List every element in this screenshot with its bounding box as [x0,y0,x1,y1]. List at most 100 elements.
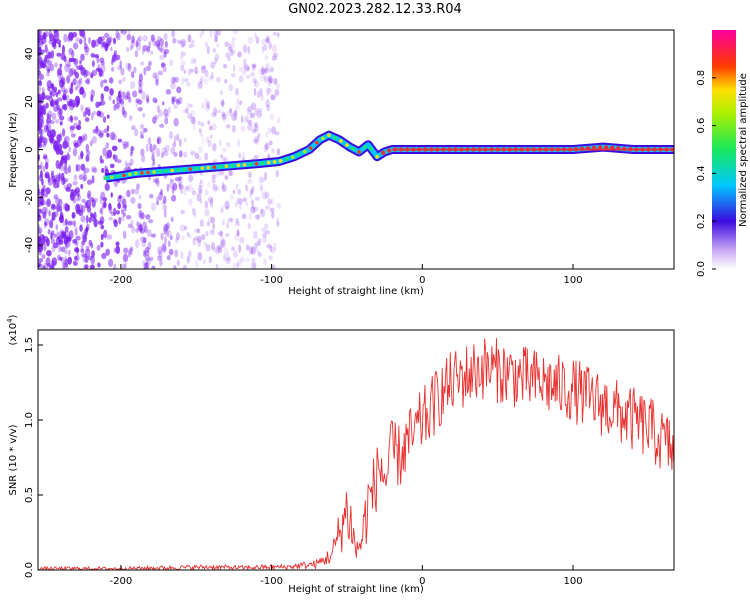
noise-point [242,197,248,203]
noise-point [66,153,71,161]
noise-point [83,264,87,269]
noise-point [85,106,91,112]
noise-point [159,259,163,267]
noise-point [121,106,125,116]
noise-point [57,143,63,152]
noise-point [270,197,274,206]
noise-point [79,86,85,95]
noise-point [264,38,270,43]
noise-point [59,165,65,172]
noise-point [72,148,78,157]
noise-point [179,150,183,158]
noise-point [142,112,146,118]
noise-point [182,264,188,269]
colorbar-ticks: 0.0 0.2 0.4 0.6 0.8 [696,70,716,277]
noise-point [77,164,81,172]
noise-point [102,79,108,84]
noise-point [87,190,92,199]
noise-point [47,68,51,73]
noise-point [238,203,242,210]
noise-point [146,97,150,104]
noise-point [235,101,241,110]
noise-point [192,122,196,131]
noise-point [172,182,178,191]
noise-point [247,178,253,184]
noise-point [219,230,224,238]
noise-point [247,123,253,131]
signal-track-point [351,146,355,151]
noise-point [180,60,186,66]
noise-point [253,262,257,269]
noise-point [109,88,114,96]
spectrogram-x-ticks: -200 -100 0 100 [110,264,583,286]
noise-point [176,259,180,267]
noise-point [235,218,239,224]
noise-point [243,58,247,66]
noise-point [145,65,151,72]
noise-point [228,107,233,114]
noise-point [215,247,220,255]
noise-point [59,159,63,166]
noise-point [260,94,265,102]
noise-point [41,206,47,215]
noise-point [76,65,81,70]
noise-point [164,144,170,152]
signal-track-point [357,150,361,154]
noise-point [264,75,267,84]
colorbar-tick-label: 0.8 [696,70,707,86]
noise-point [108,202,112,211]
noise-point [90,264,95,269]
noise-point [198,184,203,194]
noise-point [113,104,117,111]
noise-point [41,178,44,186]
noise-point [274,131,280,136]
noise-point [258,176,264,184]
noise-point [40,96,45,105]
noise-point [254,214,261,219]
noise-point [151,37,157,46]
noise-point [44,221,48,227]
noise-point [210,242,216,251]
noise-point [194,258,199,268]
noise-point [80,183,84,190]
noise-point [186,231,190,238]
noise-point [144,261,150,269]
noise-point [256,248,260,254]
noise-point [65,60,71,68]
noise-point [212,180,215,188]
noise-point [140,211,145,220]
noise-point [150,202,157,211]
noise-point [276,148,281,156]
noise-point [138,73,143,82]
noise-point [90,213,95,219]
noise-point [264,55,269,61]
noise-point [233,64,236,72]
noise-point [157,104,160,113]
noise-point [181,77,185,86]
noise-point [82,133,88,141]
noise-point [78,136,83,141]
noise-point [171,96,175,105]
noise-point [261,227,267,233]
noise-point [61,105,66,110]
noise-point [91,69,98,76]
noise-point [251,63,257,68]
noise-point [259,87,263,97]
noise-point [156,178,160,188]
noise-point [39,195,44,204]
noise-point [249,111,253,120]
signal-track-halo [105,130,674,183]
noise-point [148,60,152,67]
signal-track-point [134,171,138,176]
noise-point [161,243,167,252]
noise-point [212,247,218,253]
noise-point [255,36,260,45]
noise-point [166,229,172,238]
noise-point [221,205,224,211]
noise-point [72,58,79,65]
noise-point [194,152,200,160]
noise-point [188,103,193,108]
noise-point [221,111,226,117]
noise-point [257,132,261,138]
noise-point [83,36,87,45]
